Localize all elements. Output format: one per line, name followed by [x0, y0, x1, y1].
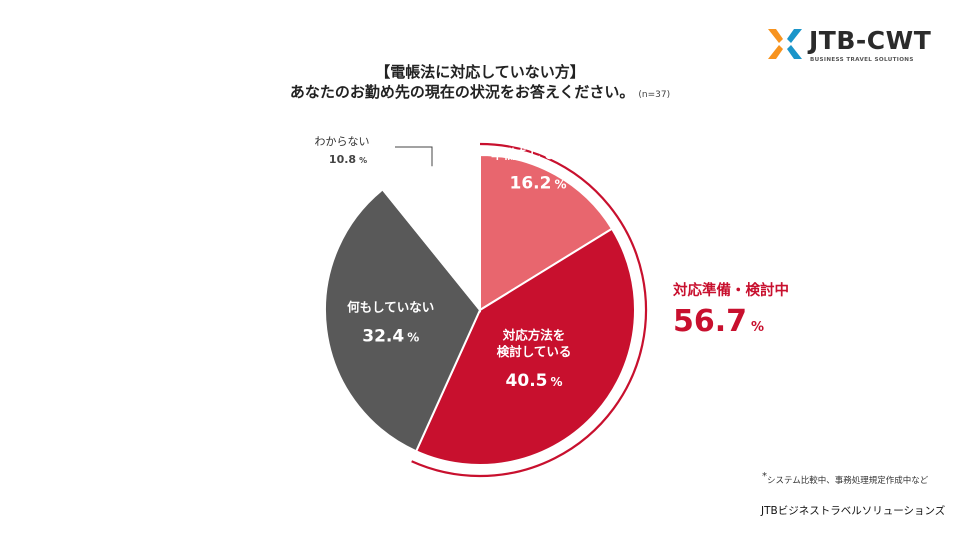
- callout-value: 56.7: [673, 304, 748, 339]
- logo-tagline: BUSINESS TRAVEL SOLUTIONS: [810, 57, 914, 63]
- bracket-arc: [411, 142, 648, 478]
- pie-slice-3: [324, 187, 482, 453]
- slice-label-3-line-1: 何もしていない: [347, 299, 434, 314]
- slice-label-2-line-2: 検討している: [497, 344, 572, 359]
- sample-size: (n=37): [638, 90, 671, 100]
- logo-mark-icon: [768, 29, 802, 59]
- jtb-cwt-logo: JTB-CWT BUSINESS TRAVEL SOLUTIONS: [765, 20, 935, 68]
- slice-label-1-line-2: 準備をしている*: [491, 147, 585, 162]
- footnote: *システム比較中、事務処理規定作成中など: [762, 471, 929, 486]
- footnote-text: システム比較中、事務処理規定作成中など: [767, 476, 929, 486]
- callout-unit: %: [751, 320, 765, 335]
- slice-label-2-line-1: 対応方法を: [502, 327, 566, 342]
- company-name: JTBビジネストラベルソリューションズ: [761, 505, 946, 517]
- slice-value-4: 10.8%: [329, 153, 367, 166]
- leader-line: [395, 146, 433, 167]
- slice-label-1-line-1: 対応に向けて: [499, 130, 575, 145]
- callout-value-wrap: 56.7%: [673, 302, 764, 348]
- pie-slice-2: [414, 227, 636, 466]
- footnote-star: *: [762, 471, 767, 482]
- pie-slice-4: [381, 153, 481, 313]
- callout-label: 対応準備・検討中: [673, 283, 789, 299]
- pie-slice-1: [479, 153, 614, 312]
- logo-wordmark: JTB-CWT: [809, 26, 932, 55]
- chart-title-question: あなたのお勤め先の現在の状況をお答えください。: [289, 83, 635, 101]
- chart-title-line1: 【電帳法に対応していない方】: [375, 63, 585, 81]
- chart-title-line2: あなたのお勤め先の現在の状況をお答えください。 (n=37): [220, 82, 740, 105]
- slice-label-4-line-1: わからない: [315, 135, 370, 148]
